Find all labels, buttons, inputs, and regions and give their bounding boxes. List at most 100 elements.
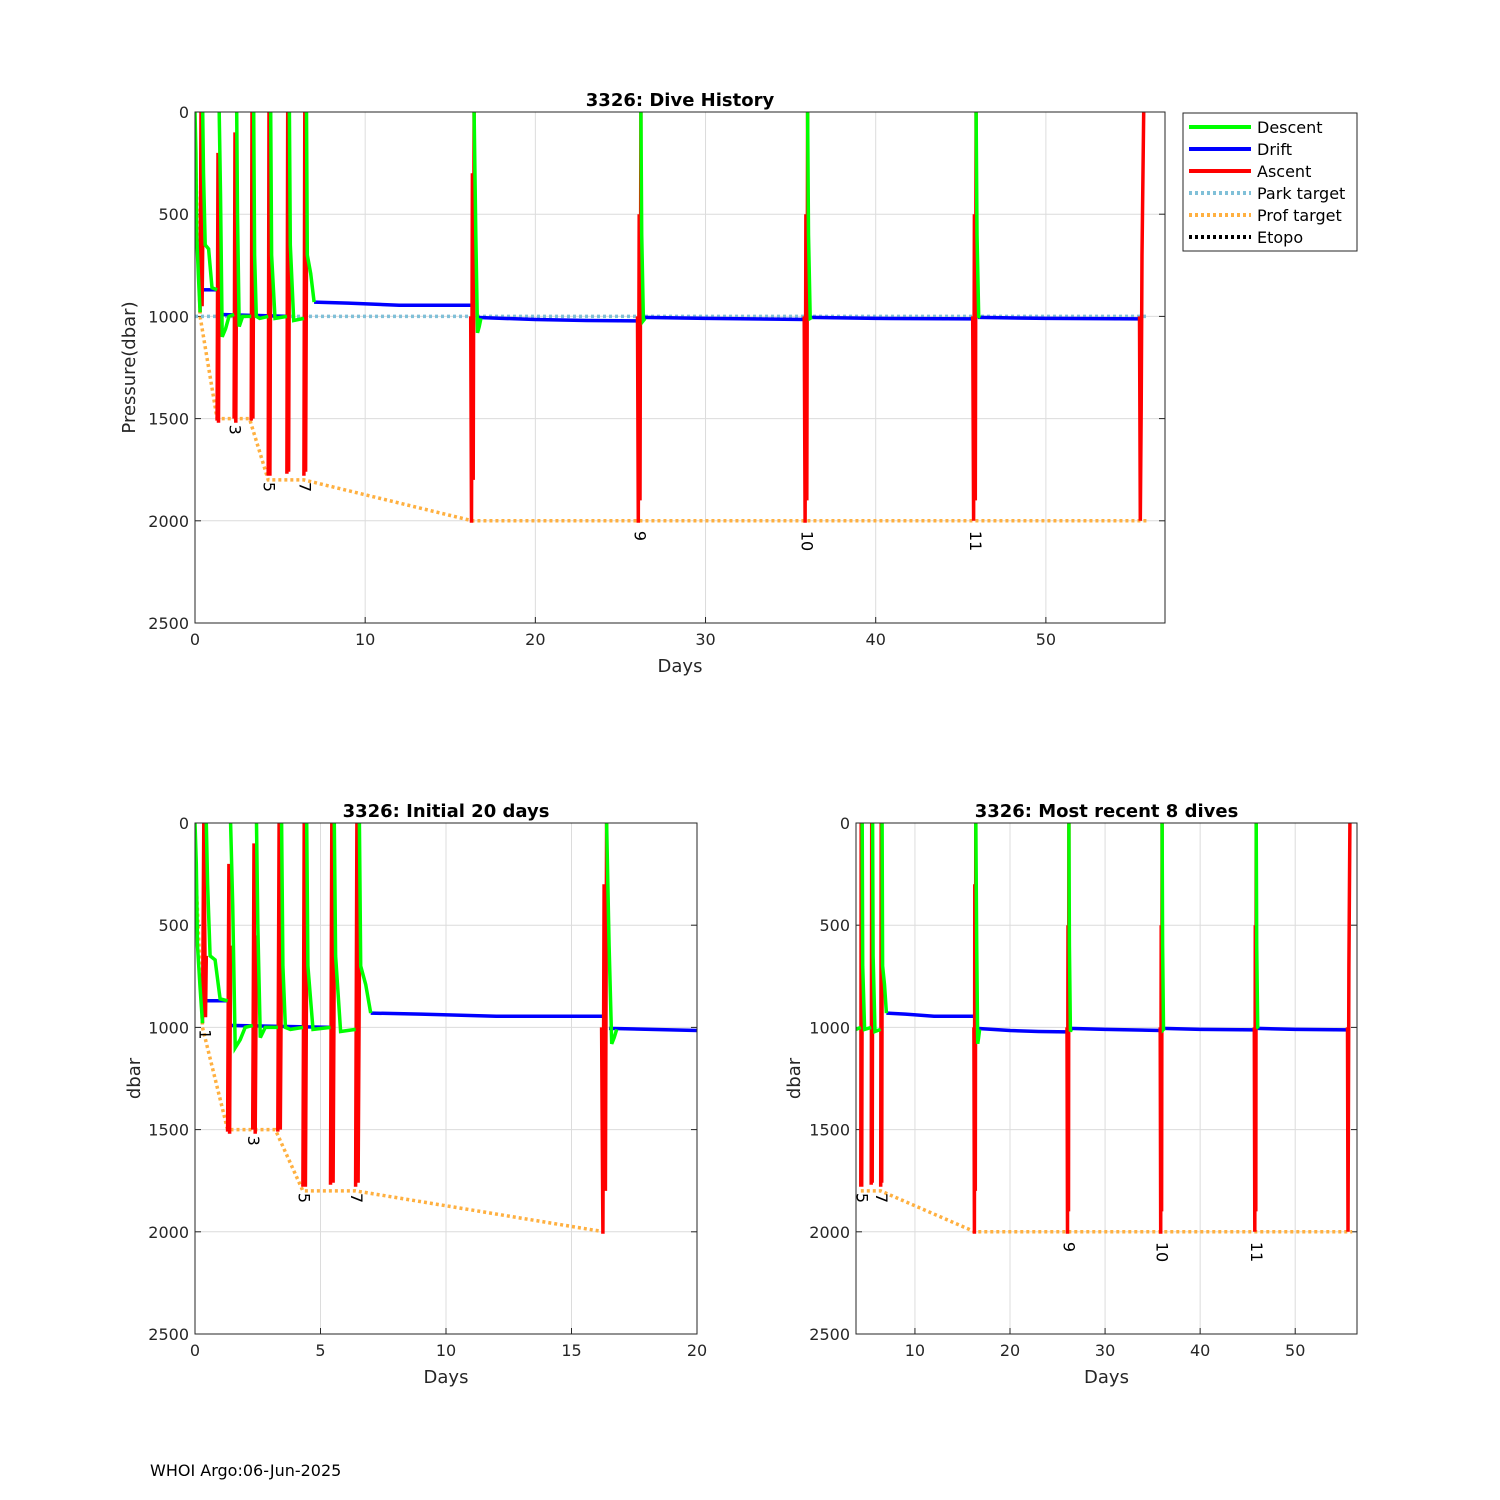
x-tick-label: 20 bbox=[687, 1341, 707, 1360]
drift-line bbox=[609, 1026, 697, 1033]
x-axis-label: Days bbox=[658, 656, 703, 677]
drift-line bbox=[642, 315, 806, 322]
descent-line bbox=[287, 112, 305, 323]
ascent-line bbox=[970, 112, 978, 521]
drift-line bbox=[1069, 1026, 1162, 1033]
y-axis-label: Pressure(dbar) bbox=[119, 301, 140, 433]
descent-line bbox=[234, 112, 252, 328]
ascent-line bbox=[249, 112, 256, 421]
descent-line bbox=[860, 823, 872, 1032]
descent-line bbox=[254, 823, 278, 1039]
plot-content bbox=[856, 823, 1353, 1234]
dive-number-label: 5 bbox=[852, 1193, 871, 1203]
x-tick-label: 30 bbox=[1095, 1341, 1115, 1360]
plot-content bbox=[195, 823, 697, 1234]
legend-item-label: Descent bbox=[1257, 118, 1323, 137]
legend-item-label: Etopo bbox=[1257, 228, 1303, 247]
ascent-line bbox=[215, 152, 221, 423]
legend-item-label: Ascent bbox=[1257, 162, 1311, 181]
descent-line bbox=[195, 112, 202, 313]
dive-number-label: 1 bbox=[195, 1029, 214, 1039]
dive-number-label: 11 bbox=[1247, 1242, 1266, 1262]
ascent-line bbox=[802, 112, 810, 523]
y-tick-label: 0 bbox=[840, 814, 850, 833]
y-tick-label: 1500 bbox=[148, 410, 189, 429]
dive-number-label: 9 bbox=[1059, 1242, 1078, 1252]
descent-line bbox=[304, 112, 316, 303]
y-axis-label: dbar bbox=[124, 1057, 145, 1099]
x-tick-label: 30 bbox=[695, 630, 715, 649]
y-axis-label: dbar bbox=[784, 1057, 805, 1099]
dive-number-label: 3 bbox=[244, 1136, 263, 1146]
legend-item-label: Park target bbox=[1257, 184, 1345, 203]
descent-line bbox=[604, 823, 619, 1045]
prof-target-line bbox=[195, 853, 605, 1234]
descent-line bbox=[217, 112, 235, 338]
descent-line bbox=[1067, 823, 1073, 1033]
chart-title: 3326: Most recent 8 dives bbox=[975, 801, 1239, 822]
descent-line bbox=[639, 112, 647, 326]
y-tick-label: 2000 bbox=[148, 512, 189, 531]
drift-line bbox=[976, 1026, 1068, 1034]
y-tick-label: 2500 bbox=[148, 1325, 189, 1344]
chart-title: 3326: Initial 20 days bbox=[343, 801, 550, 822]
dive-number-label: 7 bbox=[872, 1193, 891, 1203]
y-tick-label: 2000 bbox=[148, 1223, 189, 1242]
ascent-line bbox=[635, 112, 643, 523]
x-axis-label: Days bbox=[424, 1367, 469, 1388]
ascent-line bbox=[232, 132, 239, 423]
drift-line bbox=[1257, 1026, 1349, 1032]
drift-line bbox=[1163, 1026, 1256, 1032]
ascent-line bbox=[859, 823, 864, 1187]
dive-number-label: 9 bbox=[631, 531, 650, 541]
y-tick-label: 2500 bbox=[809, 1325, 850, 1344]
legend-item-label: Drift bbox=[1257, 140, 1292, 159]
x-tick-label: 40 bbox=[866, 630, 886, 649]
footer-text: WHOI Argo:06-Jun-2025 bbox=[150, 1461, 342, 1480]
ascent-line bbox=[276, 823, 284, 1132]
y-tick-label: 500 bbox=[158, 916, 189, 935]
x-tick-label: 10 bbox=[436, 1341, 456, 1360]
descent-line bbox=[279, 823, 304, 1032]
x-tick-label: 5 bbox=[315, 1341, 325, 1360]
dive-number-label: 5 bbox=[260, 482, 279, 492]
ascent-line bbox=[225, 863, 233, 1134]
legend: Descent Drift Ascent Park target Prof target… bbox=[1182, 112, 1358, 252]
descent-line bbox=[870, 823, 882, 1034]
drift-line bbox=[886, 1011, 975, 1018]
y-tick-label: 500 bbox=[819, 916, 850, 935]
dive-number-label: 7 bbox=[295, 482, 314, 492]
y-tick-label: 2500 bbox=[148, 614, 189, 633]
descent-line bbox=[974, 823, 982, 1045]
dive-number-label: 10 bbox=[1153, 1242, 1172, 1262]
descent-line bbox=[200, 112, 218, 292]
y-tick-label: 0 bbox=[179, 103, 189, 122]
drift-line bbox=[475, 315, 638, 323]
ascent-line bbox=[301, 823, 309, 1187]
descent-line bbox=[1254, 823, 1260, 1030]
descent-line bbox=[805, 112, 813, 322]
initial-20-days-chart: 0 5 10 15 20 0 500 1000 1500 2000 2500 1 3 5 7 3326: In… bbox=[124, 801, 707, 1388]
descent-line bbox=[332, 823, 356, 1034]
y-tick-label: 1500 bbox=[148, 1121, 189, 1140]
plot-area bbox=[195, 112, 1165, 623]
x-tick-label: 50 bbox=[1285, 1341, 1305, 1360]
ascent-line bbox=[1137, 112, 1146, 521]
plot-area bbox=[856, 823, 1357, 1334]
descent-line bbox=[304, 823, 331, 1032]
descent-line bbox=[974, 112, 982, 319]
chart-title: 3326: Dive History bbox=[586, 90, 775, 111]
ascent-line bbox=[328, 823, 337, 1185]
ascent-line bbox=[250, 843, 259, 1134]
ascent-line bbox=[200, 823, 209, 1024]
y-tick-label: 0 bbox=[179, 814, 189, 833]
x-axis-label: Days bbox=[1084, 1367, 1129, 1388]
plot-content bbox=[195, 112, 1148, 523]
descent-line bbox=[1160, 823, 1166, 1034]
legend-item-label: Prof target bbox=[1257, 206, 1342, 225]
x-tick-label: 15 bbox=[561, 1341, 581, 1360]
descent-line bbox=[251, 112, 269, 321]
descent-line bbox=[268, 112, 288, 321]
descent-line bbox=[357, 823, 373, 1014]
